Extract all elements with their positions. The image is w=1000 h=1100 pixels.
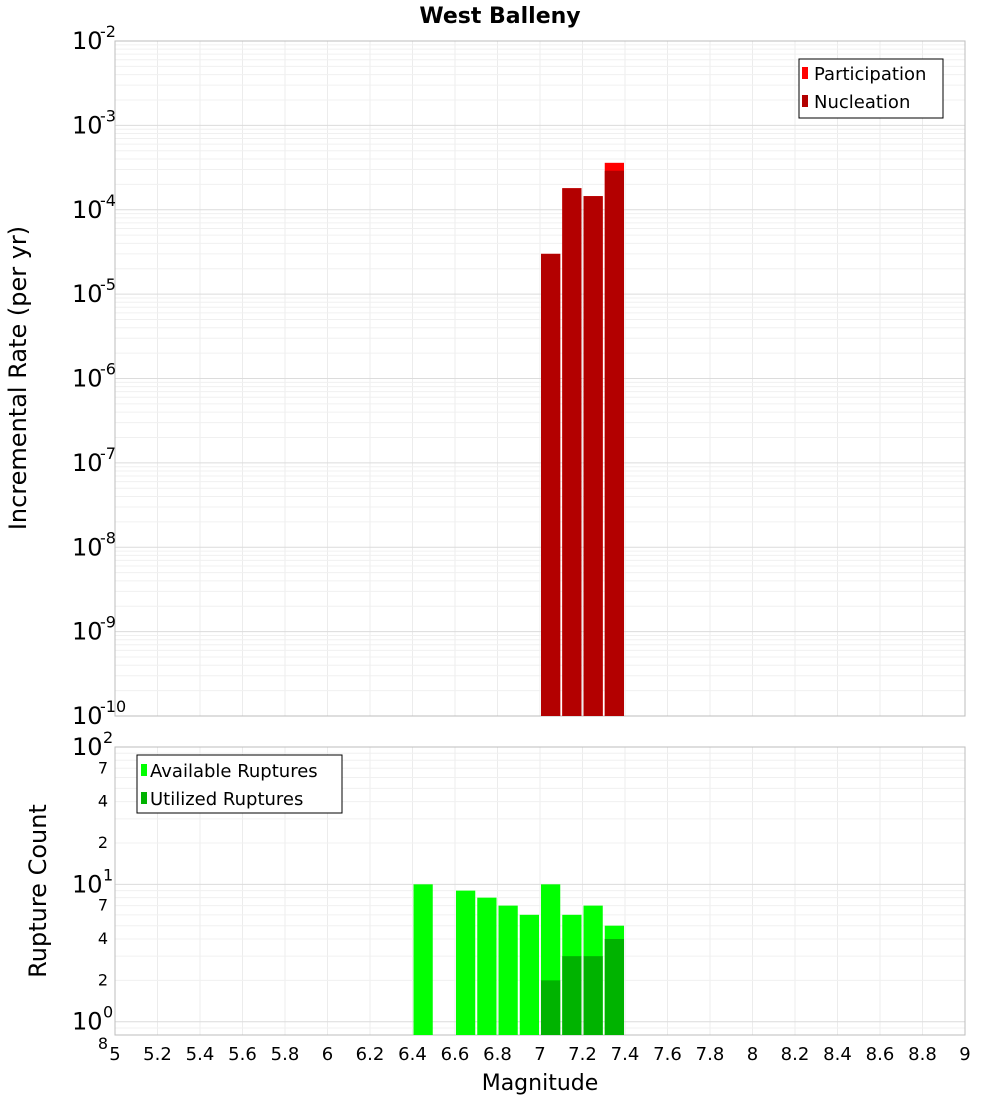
- x-tick-label: 8.6: [866, 1044, 895, 1065]
- bottom-y-tick-base: 10: [72, 733, 103, 761]
- bottom-y-minor-tick-label: 4: [98, 792, 108, 811]
- nucleation-bar: [541, 253, 561, 716]
- x-tick-label: 5.8: [271, 1044, 300, 1065]
- top-plot-bars: [541, 162, 624, 717]
- top-y-tick-exponent: -8: [100, 528, 116, 547]
- bottom-plot-bars: [413, 884, 624, 1035]
- nucleation-bar: [562, 188, 582, 717]
- bottom-y-minor-tick-label: 7: [98, 896, 108, 915]
- top-y-tick-exponent: -7: [100, 444, 116, 463]
- top-y-tick-base: 10: [72, 365, 103, 393]
- x-tick-label: 6.4: [398, 1044, 427, 1065]
- bottom-y-minor-tick-label: 7: [98, 758, 108, 777]
- bottom-legend: Available Ruptures Utilized Ruptures: [136, 754, 343, 814]
- x-tick-label: 7: [534, 1044, 545, 1065]
- x-tick-label: 8.4: [823, 1044, 852, 1065]
- legend-swatch-available-ruptures: [141, 764, 147, 776]
- bottom-y-tick-exponent: 1: [103, 865, 113, 884]
- available-ruptures-bar: [413, 884, 433, 1035]
- top-y-tick-exponent: -2: [100, 22, 116, 41]
- legend-swatch-utilized-ruptures: [141, 792, 147, 804]
- available-ruptures-bar: [477, 897, 497, 1035]
- available-ruptures-bar: [498, 905, 518, 1035]
- x-tick-label: 7.6: [653, 1044, 682, 1065]
- top-y-tick-exponent: -3: [100, 106, 116, 125]
- legend-swatch-nucleation: [802, 95, 808, 107]
- x-tick-label: 6.2: [356, 1044, 385, 1065]
- bottom-y-axis-label: Rupture Count: [24, 804, 52, 978]
- x-tick-label: 9: [959, 1044, 970, 1065]
- x-tick-label: 8.2: [781, 1044, 810, 1065]
- x-tick-label: 8.8: [908, 1044, 937, 1065]
- bottom-y-minor-tick-label: 8: [98, 1034, 108, 1053]
- top-y-axis-label: Incremental Rate (per yr): [4, 226, 32, 530]
- top-y-tick-base: 10: [72, 533, 103, 561]
- bottom-y-minor-tick-label: 2: [98, 833, 108, 852]
- x-tick-label: 6.6: [441, 1044, 470, 1065]
- x-tick-label: 6.8: [483, 1044, 512, 1065]
- nucleation-bar: [583, 196, 603, 716]
- top-y-tick-exponent: -10: [100, 697, 126, 716]
- legend-label-nucleation: Nucleation: [814, 92, 910, 113]
- available-ruptures-bar: [456, 890, 476, 1035]
- top-legend-box: [798, 58, 944, 119]
- top-plot-gridlines: [114, 40, 966, 717]
- x-tick-label: 5.6: [228, 1044, 257, 1065]
- x-tick-label: 7.8: [696, 1044, 725, 1065]
- x-tick-label: 7.2: [568, 1044, 597, 1065]
- top-y-tick-exponent: -4: [100, 191, 116, 210]
- x-axis-ticks: 5 5.2 5.4 5.6 5.8 6 6.2 6.4 6.6 6.8 7 7.2 7.4 7.6 7.8 8…: [109, 1044, 970, 1065]
- top-y-tick-base: 10: [72, 280, 103, 308]
- x-tick-label: 5.4: [186, 1044, 215, 1065]
- top-y-tick-base: 10: [72, 449, 103, 477]
- bottom-plot-gridlines: [114, 746, 966, 1035]
- legend-label-participation: Participation: [814, 64, 926, 85]
- nucleation-bar: [604, 170, 624, 716]
- top-y-tick-exponent: -6: [100, 360, 116, 379]
- bottom-y-tick-base: 10: [72, 1008, 103, 1036]
- bottom-plot-frame: [114, 746, 966, 1036]
- bottom-y-tick-base: 10: [72, 870, 103, 898]
- top-y-tick-base: 10: [72, 618, 103, 646]
- legend-label-available-ruptures: Available Ruptures: [150, 761, 318, 782]
- available-ruptures-bar: [519, 914, 539, 1035]
- chart-title: West Balleny: [419, 4, 580, 29]
- x-tick-label: 7.4: [611, 1044, 640, 1065]
- x-tick-label: 6: [322, 1044, 333, 1065]
- top-y-tick-exponent: -9: [100, 613, 116, 632]
- top-y-tick-base: 10: [72, 111, 103, 139]
- bottom-y-tick-exponent: 0: [103, 1003, 113, 1022]
- bottom-y-minor-tick-label: 2: [98, 970, 108, 989]
- x-axis-label: Magnitude: [482, 1071, 599, 1096]
- top-y-tick-base: 10: [72, 702, 103, 730]
- bottom-y-tick-exponent: 2: [103, 728, 113, 747]
- x-tick-label: 5.2: [143, 1044, 172, 1065]
- utilized-ruptures-bar: [562, 956, 582, 1035]
- utilized-ruptures-bar: [604, 939, 624, 1035]
- bottom-y-minor-tick-label: 4: [98, 929, 108, 948]
- top-y-tick-base: 10: [72, 27, 103, 55]
- top-y-tick-base: 10: [72, 196, 103, 224]
- x-tick-label: 8: [747, 1044, 758, 1065]
- utilized-ruptures-bar: [541, 980, 561, 1035]
- legend-swatch-participation: [802, 67, 808, 79]
- legend-label-utilized-ruptures: Utilized Ruptures: [150, 789, 303, 810]
- top-plot-frame: [114, 40, 966, 717]
- bottom-legend-box: [136, 754, 343, 814]
- top-legend: Participation Nucleation: [798, 58, 944, 119]
- top-y-tick-exponent: -5: [100, 275, 116, 294]
- x-tick-label: 5: [109, 1044, 120, 1065]
- utilized-ruptures-bar: [583, 956, 603, 1035]
